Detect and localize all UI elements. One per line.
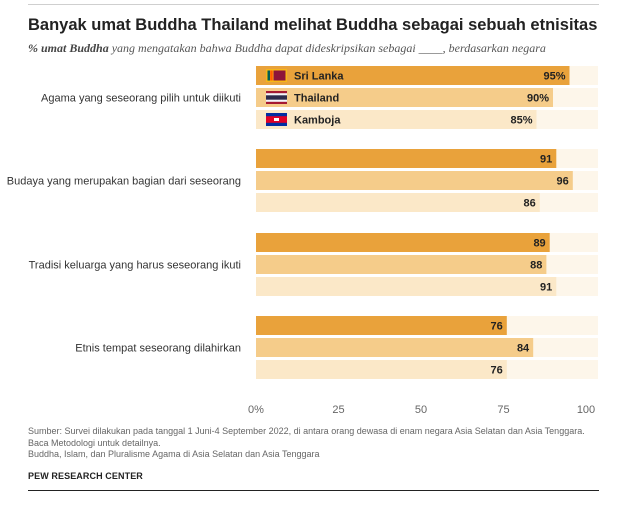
bar	[256, 149, 557, 168]
subtitle-rest: yang mengatakan bahwa Buddha dapat dides…	[108, 41, 546, 55]
bar	[256, 233, 550, 252]
bar	[256, 88, 553, 107]
chart-title: Banyak umat Buddha Thailand melihat Budd…	[28, 16, 598, 34]
x-tick-label: 75	[497, 404, 509, 416]
bar-value-label: 76	[491, 365, 503, 377]
x-tick-label: 0%	[248, 404, 264, 416]
category-label: Tradisi keluarga yang harus seseorang ik…	[29, 260, 241, 272]
bar-value-label: 91	[540, 154, 552, 166]
bar-value-label: 88	[530, 260, 542, 272]
organization-name: PEW RESEARCH CENTER	[28, 471, 143, 481]
chart-subtitle: % umat Buddha yang mengatakan bahwa Budd…	[28, 41, 608, 56]
bar	[256, 255, 547, 274]
x-tick-label: 100	[577, 404, 595, 416]
bar	[256, 66, 570, 85]
bar	[256, 316, 507, 335]
top-rule	[28, 4, 599, 5]
bar-value-label: 85%	[510, 115, 532, 127]
bar-value-label: 90%	[527, 93, 549, 105]
category-label: Agama yang seseorang pilih untuk diikuti	[41, 93, 241, 105]
sri-lanka-flag-icon	[266, 69, 287, 82]
bar	[256, 193, 540, 212]
x-tick-label: 50	[415, 404, 427, 416]
source-line-2: Baca Metodologi untuk detailnya.	[28, 437, 161, 448]
source-line-3: Buddha, Islam, dan Pluralisme Agama di A…	[28, 449, 320, 459]
source-note: Sumber: Survei dilakukan pada tanggal 1 …	[28, 426, 608, 461]
bar-value-label: 84	[517, 343, 530, 355]
bar	[256, 171, 573, 190]
legend-label: Thailand	[294, 93, 339, 105]
bar-value-label: 91	[540, 282, 552, 294]
x-tick-label: 25	[332, 404, 344, 416]
legend-label: Sri Lanka	[294, 71, 344, 83]
category-label: Budaya yang merupakan bagian dari seseor…	[7, 176, 241, 188]
thailand-flag-icon	[266, 91, 287, 104]
bar	[256, 110, 537, 129]
bottom-rule	[28, 490, 599, 491]
bar-value-label: 86	[524, 198, 536, 210]
bar-value-label: 96	[557, 176, 569, 188]
cambodia-flag-icon	[266, 113, 287, 126]
bar	[256, 277, 557, 296]
bar-value-label: 95%	[543, 71, 565, 83]
subtitle-bold: % umat Buddha	[28, 41, 109, 55]
bar-value-label: 76	[491, 321, 503, 333]
category-label: Etnis tempat seseorang dilahirkan	[75, 343, 241, 355]
bar-value-label: 89	[533, 238, 545, 250]
source-line-1: Sumber: Survei dilakukan pada tanggal 1 …	[28, 426, 585, 436]
bar	[256, 338, 534, 357]
legend-label: Kamboja	[294, 115, 341, 127]
bar-chart: 95% 91 89 76 90% 96 88 84 85% 86 91 76 Agama yang se…	[7, 66, 598, 416]
bar	[256, 360, 507, 379]
